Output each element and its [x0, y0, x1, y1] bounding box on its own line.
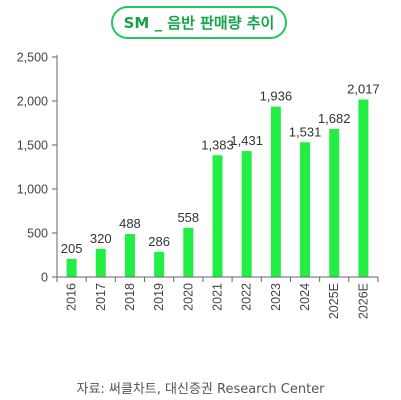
y-tick-label: 2,500 — [17, 51, 48, 65]
x-tick-label: 2026E — [356, 283, 370, 319]
x-tick-label: 2023 — [269, 283, 283, 311]
data-label: 488 — [119, 216, 141, 231]
bar — [95, 248, 106, 277]
bar — [329, 128, 340, 277]
bars — [66, 99, 369, 277]
x-tick-label: 2019 — [152, 283, 166, 311]
x-tick-label: 2017 — [94, 283, 108, 311]
bar — [212, 155, 223, 277]
chart-title: SM _ 음반 판매량 추이 — [111, 6, 287, 39]
bar — [66, 258, 77, 277]
bar — [183, 227, 194, 277]
x-tick-label: 2021 — [211, 283, 225, 311]
data-label: 286 — [148, 234, 170, 249]
bar — [270, 106, 281, 277]
y-tick-label: 1,500 — [17, 139, 48, 153]
data-label: 558 — [177, 210, 199, 225]
data-label: 1,682 — [318, 111, 351, 126]
y-tick-label: 0 — [41, 271, 48, 285]
data-label: 1,531 — [289, 124, 322, 139]
bar — [154, 251, 165, 277]
data-label: 1,431 — [230, 133, 263, 148]
x-axis: 2016 2017 2018 2019 2020 2021 2022 2023 2024 2025… — [56, 276, 379, 319]
source-note: 자료: 써클차트, 대신증권 Research Center — [76, 382, 325, 397]
x-tick-label: 2016 — [65, 283, 79, 311]
x-tick-label: 2024 — [298, 283, 312, 311]
y-tick-label: 500 — [27, 227, 48, 241]
y-tick-label: 2,000 — [17, 95, 48, 109]
bar — [124, 234, 135, 277]
data-label: 205 — [61, 241, 83, 256]
bar — [300, 142, 311, 277]
data-label: 2,017 — [347, 82, 380, 97]
bar — [241, 151, 252, 277]
x-tick-label: 2025E — [327, 283, 341, 319]
data-label: 1,936 — [260, 89, 293, 104]
data-label: 320 — [90, 231, 112, 246]
x-tick-label: 2018 — [123, 283, 137, 311]
data-label: 1,383 — [201, 137, 234, 152]
bar — [358, 99, 369, 277]
x-tick-label: 2020 — [181, 283, 195, 311]
y-tick-label: 1,000 — [17, 183, 48, 197]
y-axis: 0 500 1,000 1,500 2,000 2,500 — [17, 51, 58, 285]
x-tick-label: 2022 — [240, 283, 254, 311]
